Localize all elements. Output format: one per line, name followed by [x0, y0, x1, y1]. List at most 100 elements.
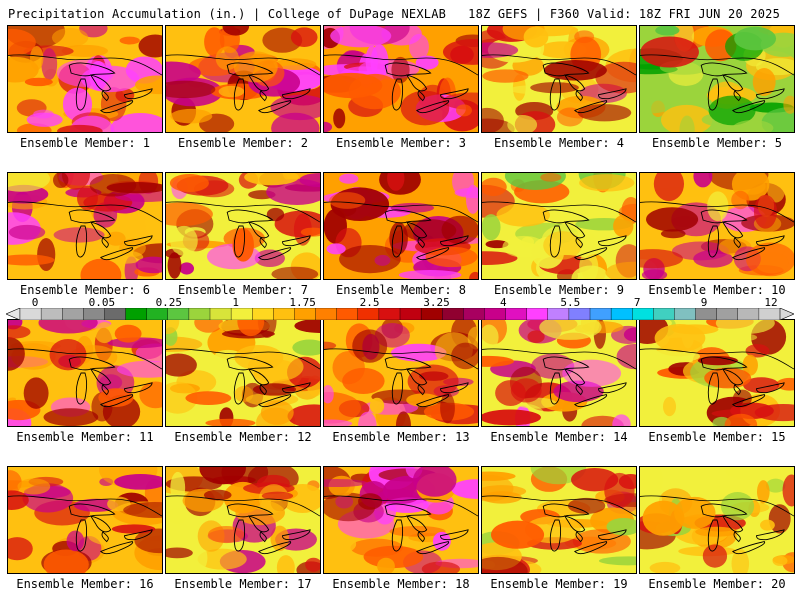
precip-blob — [166, 320, 180, 335]
precip-blob — [324, 534, 357, 554]
precip-map — [166, 26, 320, 132]
precip-map — [8, 26, 162, 132]
border-line — [8, 348, 162, 370]
precip-blob — [482, 324, 499, 350]
great-lakes-outline — [100, 100, 134, 114]
precip-blob — [398, 269, 462, 279]
precip-blob — [579, 251, 599, 279]
great-lakes-outline — [574, 100, 608, 114]
precip-blob — [605, 261, 636, 279]
great-lakes-outline — [564, 368, 586, 396]
precip-blob — [348, 73, 401, 110]
great-lakes-outline — [233, 225, 245, 258]
precip-blob — [339, 244, 401, 274]
map-title: Precipitation Accumulation (in.) | Colle… — [8, 7, 447, 21]
precip-blob — [144, 205, 162, 240]
precip-map — [166, 320, 320, 426]
ensemble-member-label: Ensemble Member: 6 — [19, 283, 151, 297]
precip-blob — [451, 342, 478, 370]
precip-blob — [57, 124, 103, 132]
great-lakes-outline — [384, 62, 432, 77]
colorbar-segment — [632, 308, 654, 320]
border-line — [324, 201, 478, 223]
great-lakes-outline — [707, 372, 719, 405]
precip-blob — [8, 254, 55, 266]
precip-blob — [49, 338, 87, 371]
great-lakes-outline — [90, 368, 112, 396]
precip-blob — [724, 413, 758, 426]
great-lakes-outline — [124, 235, 153, 247]
ensemble-member-label: Ensemble Member: 2 — [177, 136, 309, 150]
precip-blob — [734, 26, 777, 51]
colorbar-segment — [399, 308, 422, 320]
precip-blob — [37, 237, 56, 271]
ensemble-panel-4 — [481, 25, 637, 133]
colorbar-segment — [463, 308, 485, 320]
precip-blob — [205, 418, 256, 426]
great-lakes-outline — [722, 74, 744, 102]
ensemble-member-label: Ensemble Member: 16 — [16, 577, 154, 591]
precip-blob — [640, 467, 663, 498]
great-lakes-outline — [440, 235, 469, 247]
precip-blob — [442, 38, 478, 65]
great-lakes-outline — [68, 356, 116, 371]
precip-blob — [261, 491, 294, 501]
great-lakes-outline — [391, 519, 403, 552]
precip-blob — [572, 529, 631, 554]
colorbar-tick-label: 2.5 — [359, 296, 380, 309]
ensemble-member-label: Ensemble Member: 4 — [493, 136, 625, 150]
precip-blob — [454, 187, 478, 199]
great-lakes-outline — [391, 372, 403, 405]
great-lakes-outline — [756, 529, 785, 541]
precip-blob — [166, 381, 198, 414]
precip-blob — [679, 115, 695, 132]
precip-blob — [199, 467, 246, 485]
precip-blob — [207, 525, 245, 544]
precip-blob — [260, 400, 294, 425]
colorbar-segment — [758, 308, 781, 320]
colorbar-segment — [40, 308, 63, 320]
great-lakes-outline — [722, 221, 744, 249]
ensemble-panel-8 — [323, 172, 479, 280]
precip-blob — [324, 384, 334, 404]
precip-blob — [23, 377, 49, 409]
precip-blob — [169, 173, 209, 193]
ensemble-panel-1 — [7, 25, 163, 133]
border-line — [482, 54, 636, 76]
great-lakes-outline — [574, 541, 608, 555]
precip-blob — [358, 411, 377, 426]
precip-map — [640, 26, 794, 132]
great-lakes-outline — [406, 221, 428, 249]
precip-blob — [756, 480, 770, 504]
precip-blob — [612, 414, 631, 426]
precip-blob — [731, 549, 750, 573]
precip-map — [640, 467, 794, 573]
great-lakes-outline — [100, 394, 134, 408]
precip-blob — [377, 557, 395, 573]
colorbar-segment — [336, 308, 359, 320]
ensemble-member-label: Ensemble Member: 5 — [651, 136, 783, 150]
precip-blob — [708, 95, 756, 126]
precip-blob — [440, 392, 455, 424]
great-lakes-outline — [100, 541, 134, 555]
colorbar-segment — [505, 308, 528, 320]
colorbar-tick-label: 3.25 — [423, 296, 450, 309]
great-lakes-outline — [732, 541, 766, 555]
precip-blob — [41, 48, 58, 81]
precip-blob — [292, 339, 320, 356]
precip-map — [8, 467, 162, 573]
great-lakes-outline — [391, 225, 403, 258]
border-line — [640, 495, 794, 517]
precip-blob — [642, 500, 685, 536]
great-lakes-outline — [707, 78, 719, 111]
precip-map — [482, 467, 636, 573]
great-lakes-outline — [722, 368, 744, 396]
precip-blob — [390, 202, 435, 213]
precip-blob — [702, 544, 728, 568]
precip-blob — [266, 207, 285, 222]
colorbar-segment — [547, 308, 570, 320]
precip-blob — [110, 112, 162, 132]
precip-blob — [38, 320, 98, 334]
precip-blob — [640, 249, 683, 269]
precip-blob — [663, 396, 677, 417]
